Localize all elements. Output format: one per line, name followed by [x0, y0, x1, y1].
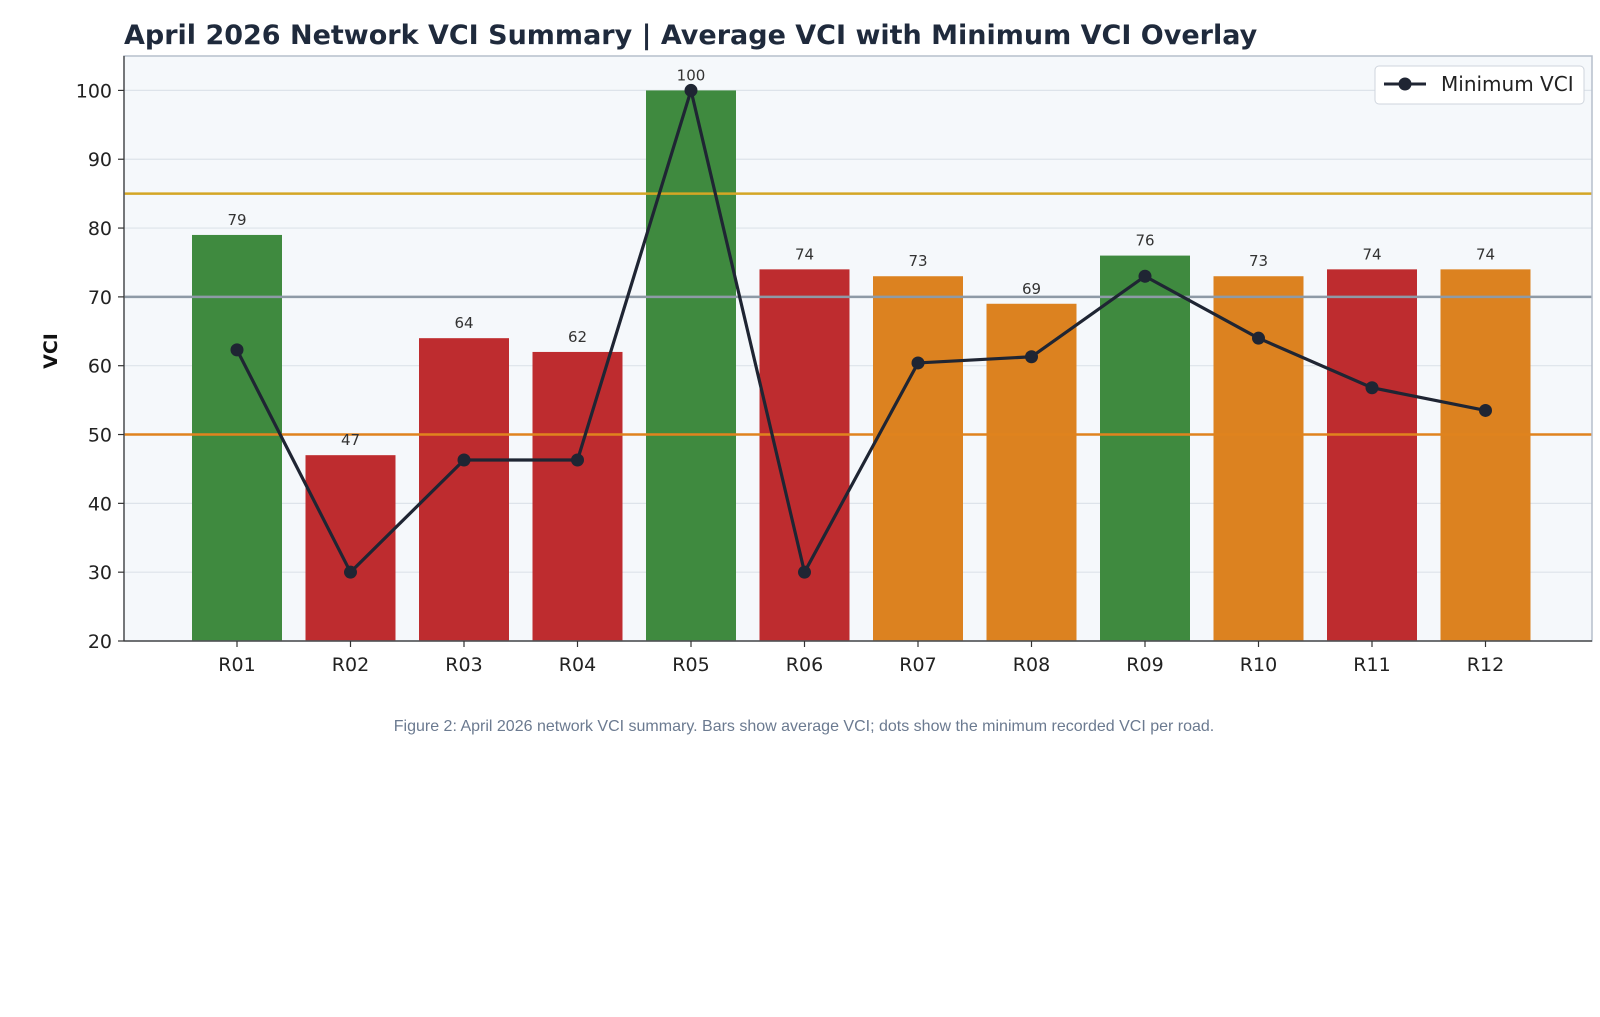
y-axis: 20 30 40 50 60 70 80 90 100: [76, 56, 125, 653]
value-labels: 79 47 64 62 100 74 73 69 76 73 74 74: [227, 66, 1495, 449]
y-axis-label: VCI: [40, 333, 62, 369]
bar-r11: [1327, 269, 1417, 641]
minimum-vci-point-r04: [571, 453, 584, 467]
x-axis: R01 R02 R03 R04 R05 R06 R07 R08 R09 R10 R11 R12: [124, 640, 1592, 676]
bar-r04: [532, 351, 623, 641]
x-tick-label-r12: R12: [1467, 654, 1504, 676]
value-label-r06: 74: [795, 245, 814, 263]
minimum-vci-point-r09: [1138, 269, 1152, 283]
value-label-r04: 62: [568, 328, 587, 346]
minimum-vci-line: [230, 83, 1492, 579]
minimum-vci-point-r10: [1252, 331, 1265, 345]
x-tick-label-r08: R08: [1013, 654, 1050, 676]
reference-lines: [124, 192, 1592, 436]
bar-r07: [873, 276, 963, 641]
x-tick-label-r11: R11: [1353, 654, 1390, 676]
value-label-r12: 74: [1476, 245, 1495, 263]
bar-r12: [1440, 269, 1531, 641]
value-label-r05: 100: [677, 66, 706, 84]
bar-r09: [1100, 255, 1190, 641]
x-tick-label-r03: R03: [445, 654, 482, 676]
minimum-vci-point-r11: [1365, 381, 1379, 395]
value-label-r11: 74: [1362, 245, 1381, 263]
minimum-vci-point-r06: [798, 565, 811, 579]
bar-r02: [305, 455, 396, 641]
y-tick-label-90: 90: [88, 149, 112, 171]
minimum-vci-point-r03: [457, 453, 471, 467]
legend: Minimum VCI: [1374, 65, 1585, 105]
bar-r06: [759, 269, 850, 641]
minimum-vci-point-r05: [684, 83, 698, 97]
x-tick-label-r02: R02: [332, 654, 369, 676]
x-tick-label-r05: R05: [672, 654, 709, 676]
legend-label-minimum-vci: Minimum VCI: [1441, 72, 1574, 96]
figure-caption: Figure 2: April 2026 network VCI summary…: [394, 718, 1215, 735]
legend-marker-swatch: [1398, 77, 1412, 91]
minimum-vci-point-r01: [230, 343, 244, 357]
x-tick-label-r01: R01: [218, 654, 255, 676]
value-label-r09: 76: [1135, 232, 1154, 250]
bars: [192, 90, 1531, 642]
value-label-r08: 69: [1022, 280, 1041, 298]
value-label-r02: 47: [341, 431, 360, 449]
value-label-r03: 64: [454, 314, 473, 332]
x-tick-label-r09: R09: [1126, 654, 1163, 676]
x-tick-label-r07: R07: [899, 654, 936, 676]
y-tick-label-100: 100: [76, 80, 112, 102]
y-tick-label-30: 30: [88, 562, 112, 584]
bar-r05: [646, 90, 736, 642]
value-label-r10: 73: [1249, 252, 1268, 270]
legend-box: [1374, 65, 1585, 105]
y-tick-label-80: 80: [88, 218, 112, 240]
y-tick-label-40: 40: [88, 493, 112, 515]
bar-r01: [192, 234, 282, 642]
bar-r10: [1213, 276, 1304, 641]
value-label-r01: 79: [227, 211, 246, 229]
y-tick-label-70: 70: [88, 287, 112, 309]
chart-title: April 2026 Network VCI Summary | Average…: [124, 20, 1258, 51]
y-tick-label-20: 20: [88, 631, 112, 653]
minimum-vci-point-r08: [1025, 350, 1038, 364]
minimum-vci-polyline: [235, 88, 1486, 574]
minimum-vci-point-r07: [911, 356, 925, 370]
x-tick-label-r04: R04: [559, 654, 596, 676]
x-tick-label-r10: R10: [1240, 654, 1277, 676]
minimum-vci-point-r02: [344, 565, 357, 579]
y-tick-label-50: 50: [88, 425, 112, 447]
x-tick-label-r06: R06: [786, 654, 823, 676]
minimum-vci-point-r12: [1479, 403, 1492, 417]
value-label-r07: 73: [908, 252, 927, 270]
y-tick-label-60: 60: [88, 356, 112, 378]
